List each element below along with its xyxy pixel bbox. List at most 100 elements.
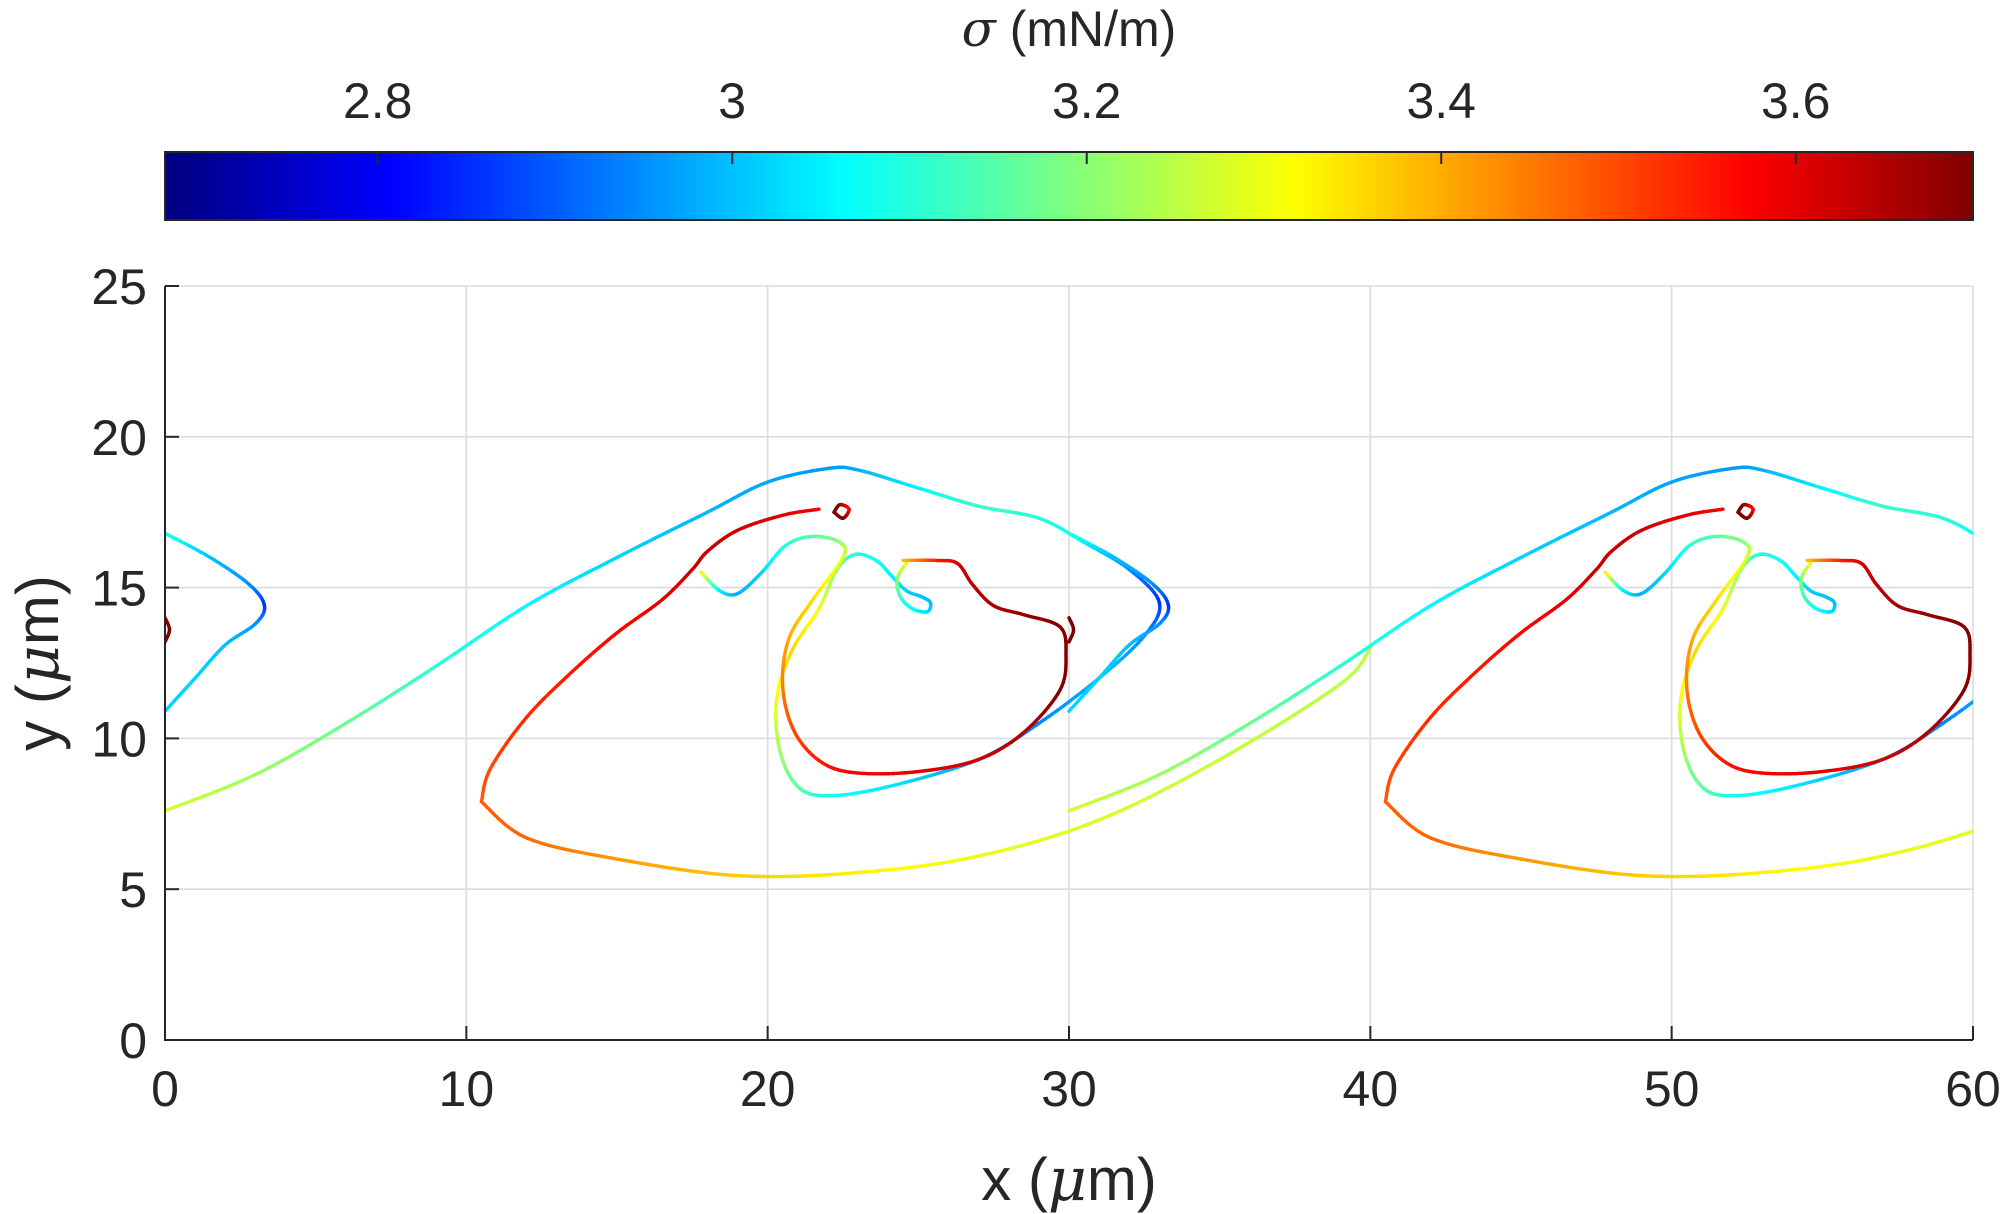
curve-2-copy-1 [1383,507,1725,804]
curve-segment [643,536,657,545]
curve-segment [1979,537,1983,540]
curve-segment [244,772,258,781]
curve-segment [1988,542,1993,545]
curve-segment [2002,550,2006,553]
curve-segment [1590,868,1607,874]
curve-segment [223,781,238,790]
curve-segment [988,848,1005,856]
curve-segment [1868,854,1885,861]
curve-segment [964,854,981,861]
curve-segment [1975,535,1979,538]
curve-segment [1519,857,1534,863]
curve-segment [735,873,752,878]
colorbar-tick-label-3: 3.4 [1406,73,1476,129]
curve-segment [1528,546,1542,555]
curve-segment [1965,829,1973,835]
curve-segment [1796,866,1812,871]
curve-segment [662,527,676,536]
curve-segment [479,627,493,637]
curve-segment [1537,541,1551,550]
curve-segment [1230,743,1247,755]
curve-segment [916,863,933,869]
curve-segment [389,687,402,697]
curve-segment [624,546,638,555]
curve-segment [652,531,666,541]
curve-segment [1013,842,1029,850]
curve-segment [416,670,429,680]
curve-1-copy-1 [1383,800,1991,879]
colorbar-label-sigma: σ [962,0,998,58]
x-tick-label-5: 50 [1644,1061,1700,1117]
curve-segment [1311,676,1324,686]
curve-segment [1338,658,1351,668]
x-axis-label-mu: μ [1048,1145,1087,1214]
curve-segment [1986,687,1992,692]
curve-segment [1067,707,1073,713]
curve-segment [1193,764,1210,775]
colorbar-label-rest: (mN/m) [996,1,1177,57]
curve-segment [192,794,207,802]
curve-segment [1465,578,1478,588]
curve-segment [1025,838,1041,846]
curve-1-copy-0 [479,646,1373,879]
curve-segment [820,872,836,877]
curve-segment [1243,735,1261,747]
curve-segment [1248,716,1261,726]
curve-segment [1374,633,1388,644]
curve-segment [1356,646,1370,656]
curve-segment [452,646,466,656]
curve-4-copy-0 [165,531,267,713]
curve-segment [976,851,993,858]
curve-segment [202,790,217,798]
x-tick-label-4: 40 [1343,1061,1399,1117]
curve-4-copy-1 [1067,531,1171,713]
curve-segment [344,716,357,726]
curve-segment [1508,855,1523,861]
y-tick-label-4: 20 [91,410,147,466]
curve-segment [661,865,678,871]
x-axis-label-suffix: m) [1087,1146,1157,1213]
curve-segment [1270,718,1288,731]
curve-segment [1748,870,1764,876]
curve-segment [1979,825,1991,829]
curve-segment [1832,861,1849,867]
curve-segment [1127,781,1142,790]
colorbar-ticks: 2.8 3 3.2 3.4 3.6 [343,73,1831,164]
curve-segment [1547,536,1561,545]
curve-6-copy-0 [832,502,851,520]
curve-segment [326,727,339,736]
x-axis-label: x (μm) [981,1145,1157,1214]
curve-segment [940,859,957,865]
curve-segment [1627,873,1644,878]
curve-segment [1367,646,1373,652]
curve-segment [1175,758,1189,768]
curve-segment [1760,869,1776,875]
curve-segment [1917,842,1933,850]
curve-segment [1807,561,1812,567]
curve-segment [903,561,908,567]
curve-segment [1217,750,1234,762]
curve-segment [1556,531,1570,541]
curve-segment [1992,683,1998,688]
curve-segment [1106,790,1121,798]
curve-segment [1329,664,1342,674]
curve-segment [1953,831,1969,839]
y-tick-label-3: 15 [91,561,147,617]
curve-segment [1320,688,1334,699]
curve-segment [1001,845,1017,853]
colorbar-tick-label-1: 3 [718,73,746,129]
curve-segment [1980,692,1986,697]
curve-segment [307,737,321,747]
curve-0-copy-0 [165,465,1162,813]
curve-segment [1109,807,1125,817]
curve-segment [1498,853,1513,859]
interface-curves [165,465,2006,879]
curve-segment [1257,710,1270,720]
y-tick-label-2: 10 [91,711,147,767]
curve-segment [1302,681,1315,692]
y-tick-label-1: 5 [119,862,147,918]
curve-segment [1519,551,1532,560]
curve-segment [1929,838,1945,846]
curve-segment [461,639,475,650]
